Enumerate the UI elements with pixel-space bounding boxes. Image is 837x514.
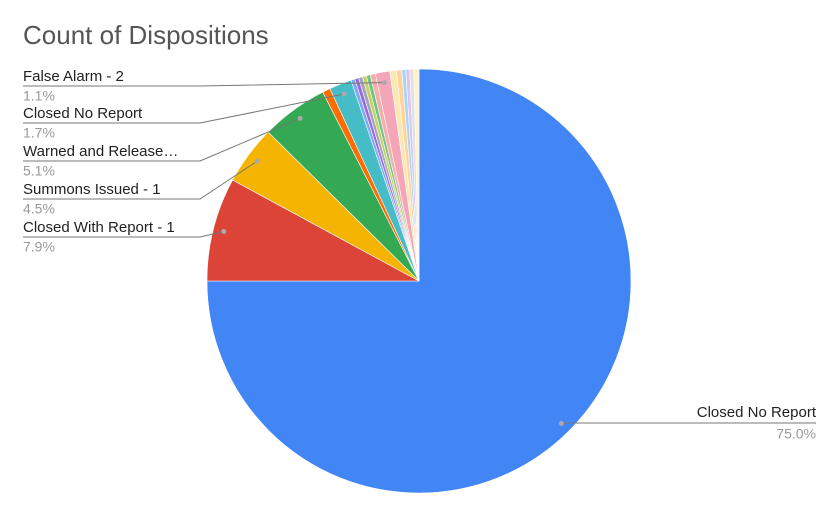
leader-line	[23, 82, 385, 87]
leader-dot	[381, 80, 387, 86]
pie-slice	[206, 68, 632, 494]
slice-label: Closed With Report - 1	[23, 219, 175, 236]
slice-label: Closed No Report	[23, 105, 143, 122]
leader-dot	[221, 229, 227, 235]
leader-dot	[297, 115, 303, 121]
slice-percent: 5.1%	[23, 163, 55, 179]
chart-title: Count of Dispositions	[23, 20, 269, 50]
slice-label: Summons Issued - 1	[23, 181, 161, 198]
slice-percent: 1.1%	[23, 88, 55, 104]
slice-percent: 1.7%	[23, 125, 55, 141]
leader-line	[23, 117, 301, 162]
pie-slice	[413, 68, 420, 282]
slice-percent: 75.0%	[776, 426, 816, 442]
leader-dot	[341, 91, 347, 97]
pie-slice	[206, 179, 420, 282]
slice-label: False Alarm - 2	[23, 68, 124, 85]
leader-line	[23, 160, 258, 200]
slice-percent: 7.9%	[23, 239, 55, 255]
slice-label: Closed No Report	[697, 404, 817, 421]
leader-line	[23, 231, 224, 238]
leader-dot	[558, 420, 564, 426]
slice-label: Warned and Release…	[23, 143, 178, 160]
leader-line	[23, 93, 345, 124]
slice-percent: 4.5%	[23, 201, 55, 217]
leader-dot	[254, 158, 260, 164]
